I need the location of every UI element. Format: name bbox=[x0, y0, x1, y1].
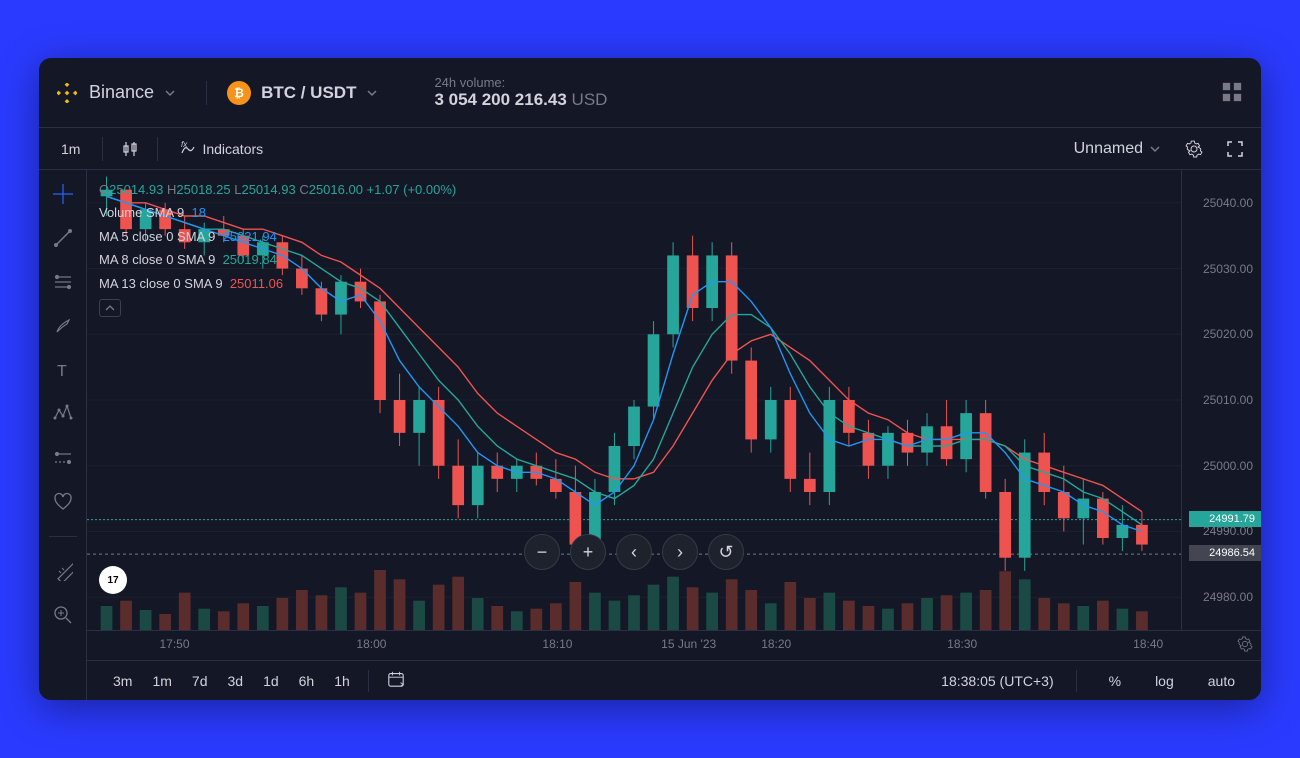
legend-volume: Volume SMA 9 18 bbox=[99, 201, 456, 224]
auto-button[interactable]: auto bbox=[1198, 669, 1245, 693]
trendline-tool[interactable] bbox=[49, 224, 77, 252]
collapse-legend-button[interactable] bbox=[99, 299, 121, 317]
chevron-down-icon bbox=[164, 87, 176, 99]
price-axis[interactable]: 25040.00 25030.00 25020.00 25010.00 25000.00… bbox=[1181, 170, 1261, 630]
timeframe-1m[interactable]: 1m bbox=[142, 669, 181, 693]
layout-name-selector[interactable]: Unnamed bbox=[1066, 136, 1169, 162]
price-tick: 25010.00 bbox=[1203, 393, 1253, 407]
time-tick: 18:20 bbox=[761, 637, 791, 651]
volume-info: 24h volume: 3 054 200 216.43 USD bbox=[434, 75, 607, 110]
timeframe-1d[interactable]: 1d bbox=[253, 669, 289, 693]
time-tick: 18:40 bbox=[1133, 637, 1163, 651]
text-tool[interactable]: T bbox=[49, 356, 77, 384]
indicators-button[interactable]: fx Indicators bbox=[168, 137, 275, 161]
time-axis-settings-icon[interactable] bbox=[1237, 636, 1253, 655]
exchange-name: Binance bbox=[89, 82, 154, 103]
pair-name: BTC / USDT bbox=[261, 83, 356, 103]
chart-body: T O25014.93 H25018.25 L25014.93 C25016.0… bbox=[39, 170, 1261, 700]
ohlc-display: O25014.93 H25018.25 L25014.93 C25016.00 … bbox=[99, 178, 456, 201]
separator bbox=[1076, 670, 1077, 692]
legend-ma8: MA 8 close 0 SMA 9 25019.84 bbox=[99, 248, 456, 271]
time-tick: 18:10 bbox=[542, 637, 572, 651]
bottom-bar: 3m1m7d3d1d6h1h 18:38:05 (UTC+3) % log au… bbox=[87, 660, 1261, 700]
drawing-toolbar: T bbox=[39, 170, 87, 700]
timeframe-3d[interactable]: 3d bbox=[217, 669, 253, 693]
price-tick: 25030.00 bbox=[1203, 262, 1253, 276]
volume-value: 3 054 200 216.43 USD bbox=[434, 90, 607, 110]
price-tick: 25000.00 bbox=[1203, 459, 1253, 473]
price-marker: 24986.54 bbox=[1189, 545, 1261, 561]
time-axis[interactable]: 17:50 18:00 18:10 15 Jun '23 18:20 18:30 18:40 bbox=[87, 630, 1261, 660]
svg-text:fx: fx bbox=[181, 141, 188, 149]
fib-tool[interactable] bbox=[49, 268, 77, 296]
legend-ma5: MA 5 close 0 SMA 9 25021.94 bbox=[99, 225, 456, 248]
separator bbox=[368, 670, 369, 692]
timeframe-3m[interactable]: 3m bbox=[103, 669, 142, 693]
chart-area: O25014.93 H25018.25 L25014.93 C25016.00 … bbox=[87, 170, 1261, 700]
time-tick: 18:00 bbox=[356, 637, 386, 651]
brush-tool[interactable] bbox=[49, 312, 77, 340]
favorite-tool[interactable] bbox=[49, 488, 77, 516]
zoom-in-button[interactable]: + bbox=[570, 534, 606, 570]
timeframe-6h[interactable]: 6h bbox=[289, 669, 325, 693]
price-tick: 24980.00 bbox=[1203, 590, 1253, 604]
chart-legend: O25014.93 H25018.25 L25014.93 C25016.00 … bbox=[99, 178, 456, 319]
percent-button[interactable]: % bbox=[1099, 669, 1131, 693]
layout-grid-icon[interactable] bbox=[1221, 81, 1245, 105]
volume-label: 24h volume: bbox=[434, 75, 607, 90]
top-header: Binance ₿ BTC / USDT 24h volume: 3 054 2… bbox=[39, 58, 1261, 128]
pattern-tool[interactable] bbox=[49, 400, 77, 428]
separator bbox=[157, 137, 158, 161]
scroll-right-button[interactable]: › bbox=[662, 534, 698, 570]
tradingview-logo: 17 bbox=[99, 566, 127, 594]
goto-date-button[interactable] bbox=[377, 666, 415, 695]
separator bbox=[102, 137, 103, 161]
fullscreen-button[interactable] bbox=[1219, 137, 1251, 161]
forecast-tool[interactable] bbox=[49, 444, 77, 472]
log-button[interactable]: log bbox=[1145, 669, 1184, 693]
scroll-left-button[interactable]: ‹ bbox=[616, 534, 652, 570]
current-price-marker: 24991.79 bbox=[1189, 511, 1261, 527]
interval-selector[interactable]: 1m bbox=[49, 137, 92, 161]
svg-text:T: T bbox=[57, 363, 67, 380]
clock-display: 18:38:05 (UTC+3) bbox=[941, 673, 1053, 689]
chart-main[interactable]: O25014.93 H25018.25 L25014.93 C25016.00 … bbox=[87, 170, 1261, 630]
zoom-tool[interactable] bbox=[49, 601, 77, 629]
separator bbox=[49, 536, 77, 537]
app-window: Binance ₿ BTC / USDT 24h volume: 3 054 2… bbox=[39, 58, 1261, 700]
exchange-selector[interactable]: Binance bbox=[55, 81, 207, 105]
pair-selector[interactable]: ₿ BTC / USDT bbox=[227, 81, 394, 105]
measure-tool[interactable] bbox=[49, 557, 77, 585]
candle-style-button[interactable] bbox=[113, 136, 147, 162]
binance-icon bbox=[55, 81, 79, 105]
toolbar: 1m fx Indicators Unnamed bbox=[39, 128, 1261, 170]
chevron-down-icon bbox=[366, 87, 378, 99]
price-tick: 25040.00 bbox=[1203, 196, 1253, 210]
legend-ma13: MA 13 close 0 SMA 9 25011.06 bbox=[99, 272, 456, 295]
nav-controls: − + ‹ › ↺ bbox=[524, 534, 744, 570]
time-tick: 18:30 bbox=[947, 637, 977, 651]
settings-button[interactable] bbox=[1177, 136, 1211, 162]
crosshair-tool[interactable] bbox=[49, 180, 77, 208]
time-tick: 17:50 bbox=[160, 637, 190, 651]
timeframe-7d[interactable]: 7d bbox=[182, 669, 218, 693]
time-tick: 15 Jun '23 bbox=[661, 637, 716, 651]
timeframe-1h[interactable]: 1h bbox=[324, 669, 360, 693]
zoom-out-button[interactable]: − bbox=[524, 534, 560, 570]
chevron-down-icon bbox=[1149, 143, 1161, 155]
reset-button[interactable]: ↺ bbox=[708, 534, 744, 570]
price-tick: 25020.00 bbox=[1203, 327, 1253, 341]
bitcoin-icon: ₿ bbox=[227, 81, 251, 105]
